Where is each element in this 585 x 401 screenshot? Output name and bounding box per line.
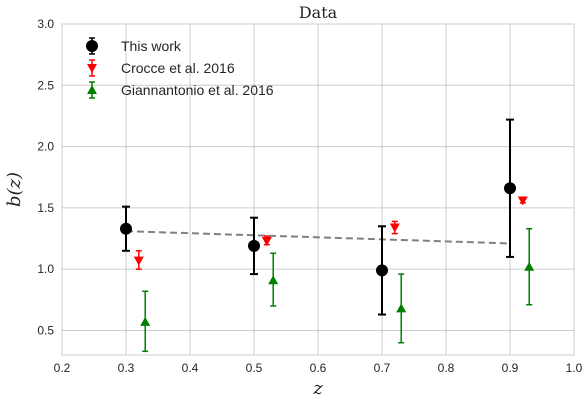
x-tick-label: 0.8 [438,361,455,375]
y-tick-label: 1.5 [37,201,54,215]
y-tick-label: 0.5 [37,323,54,337]
x-tick-label: 0.6 [310,361,327,375]
data-point [248,239,260,252]
legend-marker [86,40,98,52]
data-point [524,261,535,271]
fit-line-layer [125,230,511,245]
fit-line [125,230,511,245]
y-tick-label: 2.0 [37,140,54,154]
data-point [133,256,144,266]
y-axis-label: b(z) [4,172,25,207]
grid [61,23,575,355]
x-tick-label: 0.4 [182,361,199,375]
data-point [517,196,528,206]
series [140,227,535,353]
legend-marker [87,85,97,94]
plot-frame [61,23,575,356]
legend-label: Giannantonio et al. 2016 [121,82,274,98]
x-tick-label: 1.0 [566,361,583,375]
legend-label: This work [121,38,182,54]
x-axis-label: z [312,378,323,399]
data-point [389,223,400,233]
data-point [376,264,388,277]
x-tick-label: 0.2 [54,361,71,375]
legend-entry: Crocce et al. 2016 [87,59,235,77]
x-tick-label: 0.3 [118,361,135,375]
x-tick-label: 0.5 [246,361,263,375]
y-tick-label: 3.0 [37,17,54,31]
data-point [120,222,132,235]
series [120,118,516,316]
data-point [396,303,407,313]
data-point [140,316,151,326]
legend-entry: This work [86,37,182,55]
chart-title: Data [299,3,338,22]
x-tick-label: 0.9 [502,361,519,375]
y-tick-label: 1.0 [37,262,54,276]
series [133,196,528,270]
legend: This work Crocce et al. 2016 Giannantonio … [86,37,274,99]
legend-marker [87,64,97,73]
legend-entry: Giannantonio et al. 2016 [87,81,274,99]
legend-label: Crocce et al. 2016 [121,60,235,76]
data-point [268,275,279,285]
data-point [504,182,516,195]
data-point [261,236,272,246]
series-layer [120,118,535,353]
tick-labels: 0.2 0.3 0.4 0.5 0.6 0.7 0.8 0.9 1.0 0.5 1.0 1.5 2.0 2… [37,17,582,375]
x-tick-label: 0.7 [374,361,391,375]
y-tick-label: 2.5 [37,78,54,92]
